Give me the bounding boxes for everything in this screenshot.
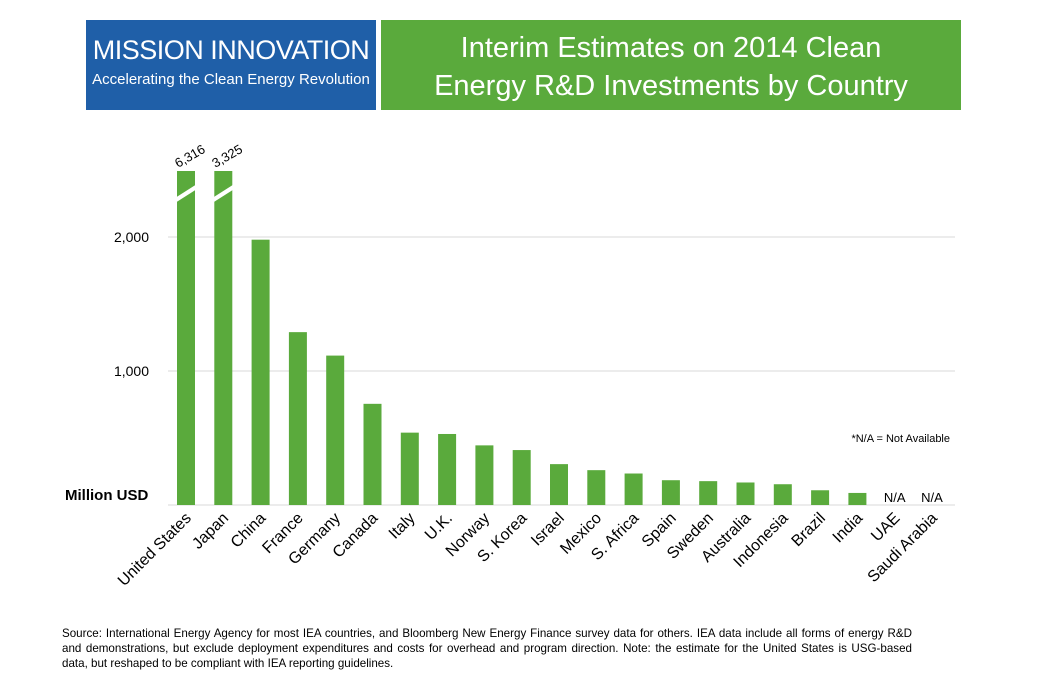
x-tick-label: United States bbox=[115, 510, 195, 590]
page-title: Interim Estimates on 2014 Clean Energy R… bbox=[381, 29, 961, 105]
bar-chart: 1,000 2,000 Million USD 6,316 United States 3… bbox=[65, 141, 955, 590]
bar bbox=[288, 332, 307, 505]
x-tick-label: India bbox=[830, 510, 867, 547]
x-tick-label: Japan bbox=[189, 510, 232, 553]
mission-innovation-logo: MISSION INNOVATION Accelerating the Clea… bbox=[86, 20, 376, 110]
bar bbox=[177, 171, 195, 505]
bar bbox=[699, 481, 718, 505]
y-tick-label: 2,000 bbox=[114, 229, 149, 245]
title-banner: Interim Estimates on 2014 Clean Energy R… bbox=[381, 20, 961, 110]
title-line-2: Energy R&D Investments by Country bbox=[434, 70, 908, 102]
y-tick-label: 1,000 bbox=[114, 363, 149, 379]
na-label: N/A bbox=[884, 490, 906, 505]
bar bbox=[363, 403, 382, 505]
title-line-1: Interim Estimates on 2014 Clean bbox=[460, 32, 882, 64]
x-tick-label: Brazil bbox=[789, 510, 829, 550]
bar bbox=[251, 239, 270, 505]
bar bbox=[848, 492, 867, 505]
bar bbox=[326, 355, 345, 505]
bar bbox=[587, 470, 606, 505]
na-label: N/A bbox=[921, 490, 943, 505]
x-tick-label: Italy bbox=[386, 510, 419, 543]
bar bbox=[661, 480, 680, 505]
axis-break-mark bbox=[175, 184, 197, 203]
logo-title: MISSION INNOVATION bbox=[92, 35, 370, 65]
bar bbox=[624, 473, 643, 505]
na-annotation: *N/A = Not Available bbox=[851, 433, 950, 445]
bar bbox=[438, 433, 457, 505]
x-tick-label: U.K. bbox=[422, 510, 456, 544]
bar bbox=[400, 432, 419, 505]
bar bbox=[811, 490, 830, 505]
bar bbox=[512, 450, 531, 505]
logo-tagline: Accelerating the Clean Energy Revolution bbox=[92, 71, 370, 88]
bar-value-label: 6,316 bbox=[172, 141, 208, 170]
bar bbox=[214, 171, 233, 505]
bar bbox=[550, 464, 568, 505]
source-note: Source: International Energy Agency for … bbox=[62, 627, 912, 670]
bar bbox=[475, 445, 494, 505]
bar bbox=[773, 484, 792, 505]
axis-break-mark bbox=[212, 184, 235, 203]
y-axis-label: Million USD bbox=[65, 487, 148, 504]
bar-value-label: 3,325 bbox=[209, 141, 245, 170]
bar bbox=[736, 482, 755, 505]
